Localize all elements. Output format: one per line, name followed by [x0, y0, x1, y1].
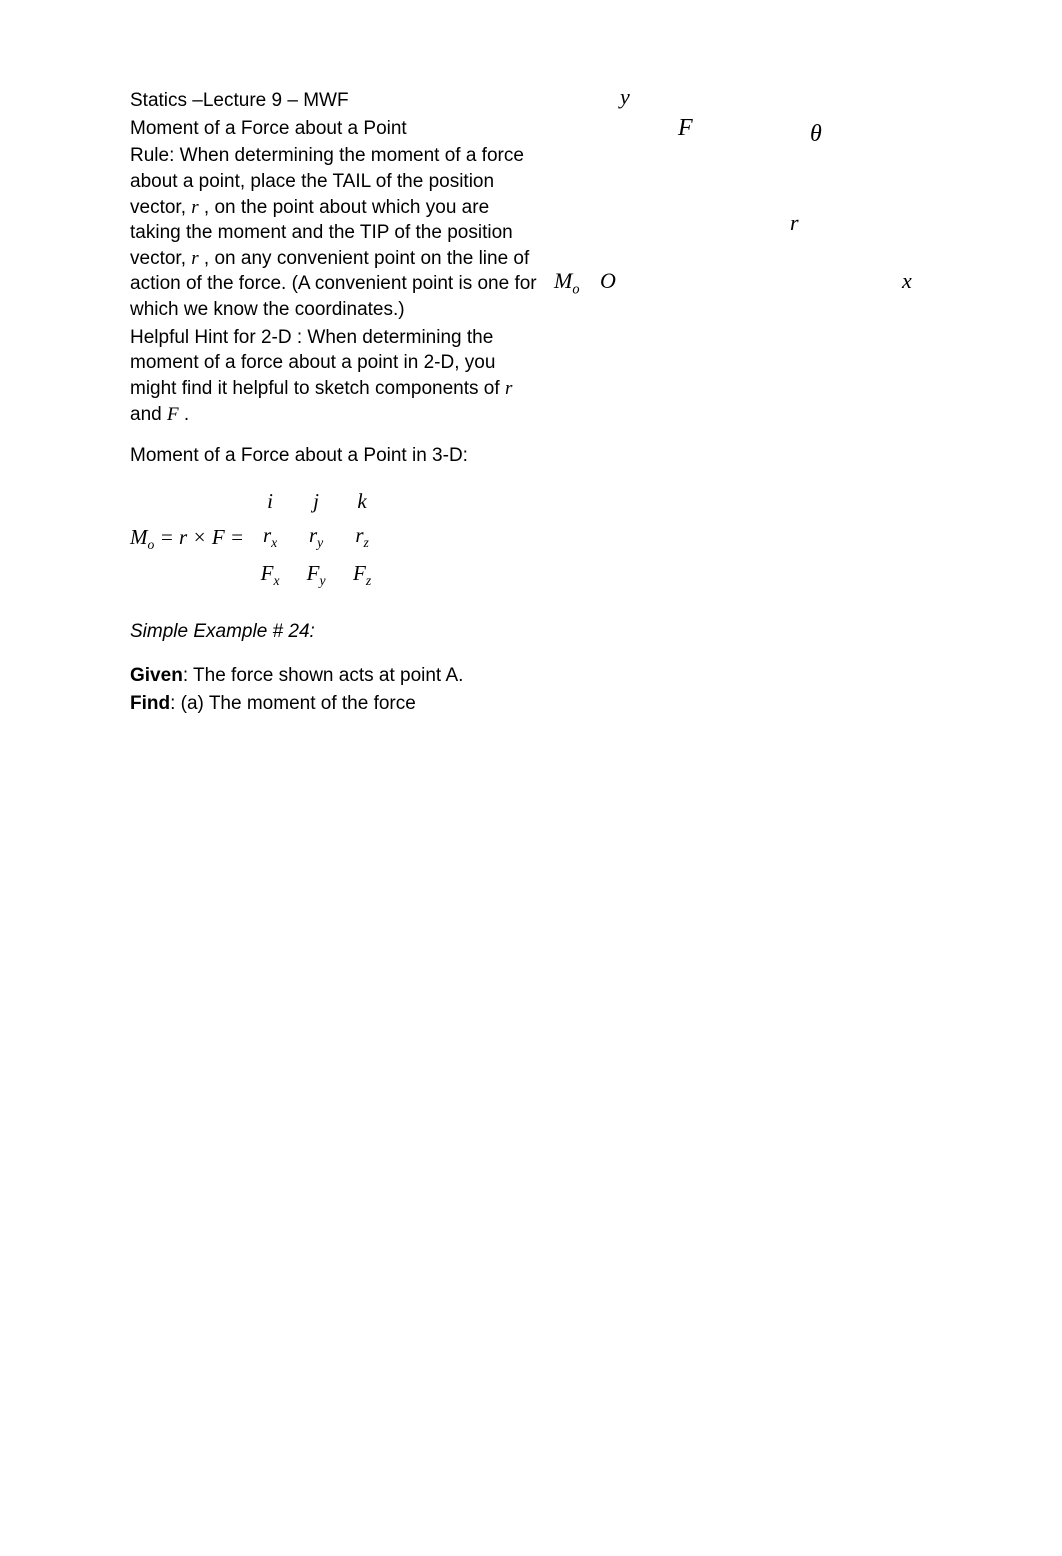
determinant: i j k rx ry rz Fx Fy Fz [254, 487, 378, 591]
page-subtitle: Moment of a Force about a Point [130, 116, 540, 142]
det-rx: rx [258, 521, 282, 553]
hint-tail: . [179, 404, 190, 425]
var-r: r [191, 197, 198, 218]
find-label: Find [130, 693, 170, 714]
origin-O-label: O [600, 266, 616, 296]
example-title: Simple Example # 24: [130, 619, 540, 645]
find-text: : (a) The moment of the force [170, 693, 416, 714]
var-M: M [130, 525, 148, 549]
det-rz: rz [350, 521, 374, 553]
section-3d-heading: Moment of a Force about a Point in 3-D: [130, 443, 540, 469]
var-r: r [505, 378, 512, 399]
example-given: Given: The force shown acts at point A. [130, 663, 540, 689]
det-k: k [350, 487, 374, 515]
moment-cross-product-formula: Mo = r × F = i j k rx ry rz Fx Fy Fz [130, 487, 540, 591]
rule-paragraph: Rule: When determining the moment of a f… [130, 143, 540, 322]
hint-and: and [130, 404, 167, 425]
axis-y-label: y [620, 82, 630, 112]
det-i: i [258, 487, 282, 515]
formula-eq: = r × F = [154, 525, 244, 549]
diagram-column: y F θ r Mo O x [550, 88, 1002, 718]
angle-theta-label: θ [810, 118, 822, 150]
axis-x-label: x [902, 266, 912, 296]
moment-Mo-label: Mo [554, 266, 579, 300]
vector-r-label: r [790, 208, 799, 238]
given-text: : The force shown acts at point A. [183, 665, 464, 686]
given-label: Given [130, 665, 183, 686]
det-Fx: Fx [258, 559, 282, 591]
det-j: j [304, 487, 328, 515]
det-ry: ry [304, 521, 328, 553]
hint-lead: Helpful Hint for 2-D : When determining … [130, 327, 505, 399]
moment-diagram: y F θ r Mo O x [560, 88, 940, 338]
force-F-label: F [678, 112, 693, 144]
lecture-text: Statics –Lecture 9 – MWF Moment of a For… [130, 88, 540, 718]
page-title: Statics –Lecture 9 – MWF [130, 88, 540, 114]
var-F: F [167, 404, 179, 425]
var-r: r [191, 248, 198, 269]
det-Fz: Fz [350, 559, 374, 591]
example-find: Find: (a) The moment of the force [130, 691, 540, 717]
formula-lhs: Mo = r × F = [130, 523, 244, 555]
det-Fy: Fy [304, 559, 328, 591]
hint-paragraph: Helpful Hint for 2-D : When determining … [130, 325, 540, 428]
